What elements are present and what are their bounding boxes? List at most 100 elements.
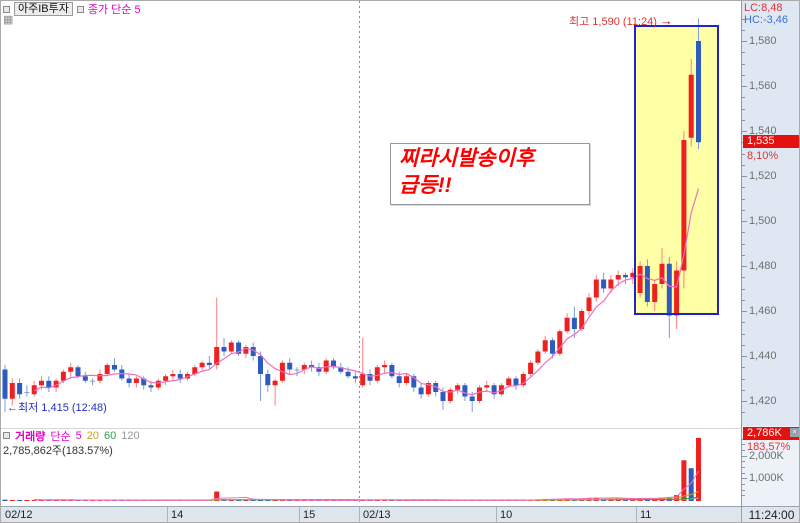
price-tick-label: 1,520 [749, 170, 777, 182]
axis-tick [742, 389, 745, 391]
time-axis-label: 02/13 [363, 509, 391, 521]
axis-tick [742, 97, 745, 99]
price-axis-background [742, 1, 799, 426]
axis-tick [742, 489, 745, 491]
axis-tick [742, 378, 745, 380]
axis-tick [742, 52, 745, 54]
axis-tick [742, 467, 745, 469]
volume-header: 거래량 단순 5 20 60 120 [3, 429, 140, 443]
high-annotation-text: 최고 1,590 (11:24) [569, 16, 657, 28]
time-axis-separator [167, 507, 168, 522]
current-volume-pct: 183,57% [747, 441, 791, 453]
low-annotation: ←최저 1,415 (12:48) [7, 402, 107, 414]
chart-header: 아주IB투자 종가 단순 5 [3, 2, 141, 16]
axis-tick [742, 412, 745, 414]
price-ma-legend[interactable]: 종가 단순 5 [87, 4, 141, 16]
highlight-border [634, 25, 719, 315]
volume-tick-label: 1,000K [749, 472, 784, 485]
legend-bullet-icon [3, 5, 10, 13]
collapse-pane-icon[interactable]: × [790, 428, 799, 437]
time-axis-separator [496, 507, 497, 522]
axis-tick [742, 266, 747, 267]
time-axis-label: 02/12 [5, 509, 33, 521]
memo-line1: 찌라시발송이후 [399, 147, 535, 170]
pane-divider [1, 428, 741, 429]
time-axis-label: 15 [303, 509, 316, 521]
axis-tick [742, 119, 745, 121]
price-tick-label: 1,440 [749, 350, 777, 362]
axis-tick [742, 232, 745, 234]
axis-tick [742, 29, 745, 31]
volume-ma20-legend[interactable]: 20 [86, 429, 99, 442]
price-tick-label: 1,420 [749, 395, 777, 407]
axis-tick [742, 333, 745, 335]
axis-tick [742, 322, 745, 324]
axis-tick [742, 367, 745, 369]
time-axis-separator [359, 507, 360, 522]
axis-tick [742, 299, 745, 301]
axis-tick [742, 63, 745, 65]
lc-value: LC:8,48 [744, 2, 783, 14]
axis-tick [742, 74, 745, 76]
memo-box[interactable]: 찌라시발송이후 급등!! [390, 143, 590, 205]
axis-tick [742, 243, 745, 245]
time-axis-label: 10 [500, 509, 513, 521]
axis-tick [742, 478, 747, 480]
legend-bullet-icon [76, 5, 84, 13]
axis-tick [742, 311, 747, 312]
volume-ma5-legend[interactable]: 5 [75, 429, 82, 442]
volume-ma-lines [34, 470, 699, 501]
axis-tick [742, 401, 747, 402]
axis-tick [742, 18, 745, 20]
price-tick-label: 1,460 [749, 305, 777, 317]
axis-tick [742, 86, 747, 87]
axis-tick [742, 187, 745, 189]
axis-tick [742, 41, 747, 42]
current-price-marker: 1,535 [743, 135, 799, 148]
memo-line2: 급등!! [399, 174, 452, 197]
volume-ma-type[interactable]: 단순 [50, 430, 71, 443]
axis-tick [742, 495, 745, 497]
price-tick-label: 1,500 [749, 215, 777, 227]
axis-tick [742, 176, 747, 177]
symbol-label[interactable]: 아주IB투자 [14, 2, 73, 16]
axis-tick [742, 153, 745, 155]
volume-value: 2,785,862주(183.57%) [3, 445, 113, 457]
axis-tick [742, 450, 745, 452]
price-tick-label: 1,540 [749, 125, 777, 137]
axis-tick [742, 444, 745, 446]
volume-title[interactable]: 거래량 [15, 430, 46, 443]
axis-tick [742, 455, 747, 457]
axis-tick [742, 221, 747, 222]
axis-tick [742, 131, 747, 132]
axis-tick [742, 288, 745, 290]
time-axis-separator [299, 507, 300, 522]
volume-ma120-legend[interactable]: 120 [121, 429, 140, 442]
current-volume-marker: 2,786K [743, 427, 799, 440]
axis-tick [742, 108, 745, 110]
time-axis-label: 11 [640, 509, 652, 521]
volume-ma60-legend[interactable]: 60 [104, 429, 117, 442]
grid-tool-icon[interactable]: ▦ [3, 14, 14, 26]
time-axis[interactable]: 02/12 14 15 02/13 10 11 [1, 506, 741, 522]
right-axis-panel[interactable]: LC:8,48 HC:-3,46 1,580 1,560 1,540 1,520 1,5… [741, 1, 799, 506]
price-tick-label: 1,580 [749, 35, 777, 47]
candles [2, 18, 701, 413]
price-tick-label: 1,480 [749, 260, 777, 272]
current-change-pct: 8,10% [747, 150, 779, 162]
axis-tick [742, 209, 745, 211]
volume-tick-label: 2,000K [749, 449, 784, 462]
axis-tick [742, 164, 745, 166]
axis-tick [742, 254, 745, 256]
current-time-cell: 11:24:00 [741, 506, 799, 522]
axis-tick [742, 277, 745, 279]
time-axis-separator [636, 507, 637, 522]
axis-tick [742, 356, 747, 357]
high-annotation: 최고 1,590 (11:24) → [569, 13, 673, 29]
price-tick-label: 1,560 [749, 80, 777, 92]
axis-tick [742, 461, 745, 463]
axis-tick [742, 344, 745, 346]
candlestick-chart-canvas[interactable] [1, 1, 741, 506]
time-axis-label: 14 [171, 509, 184, 521]
